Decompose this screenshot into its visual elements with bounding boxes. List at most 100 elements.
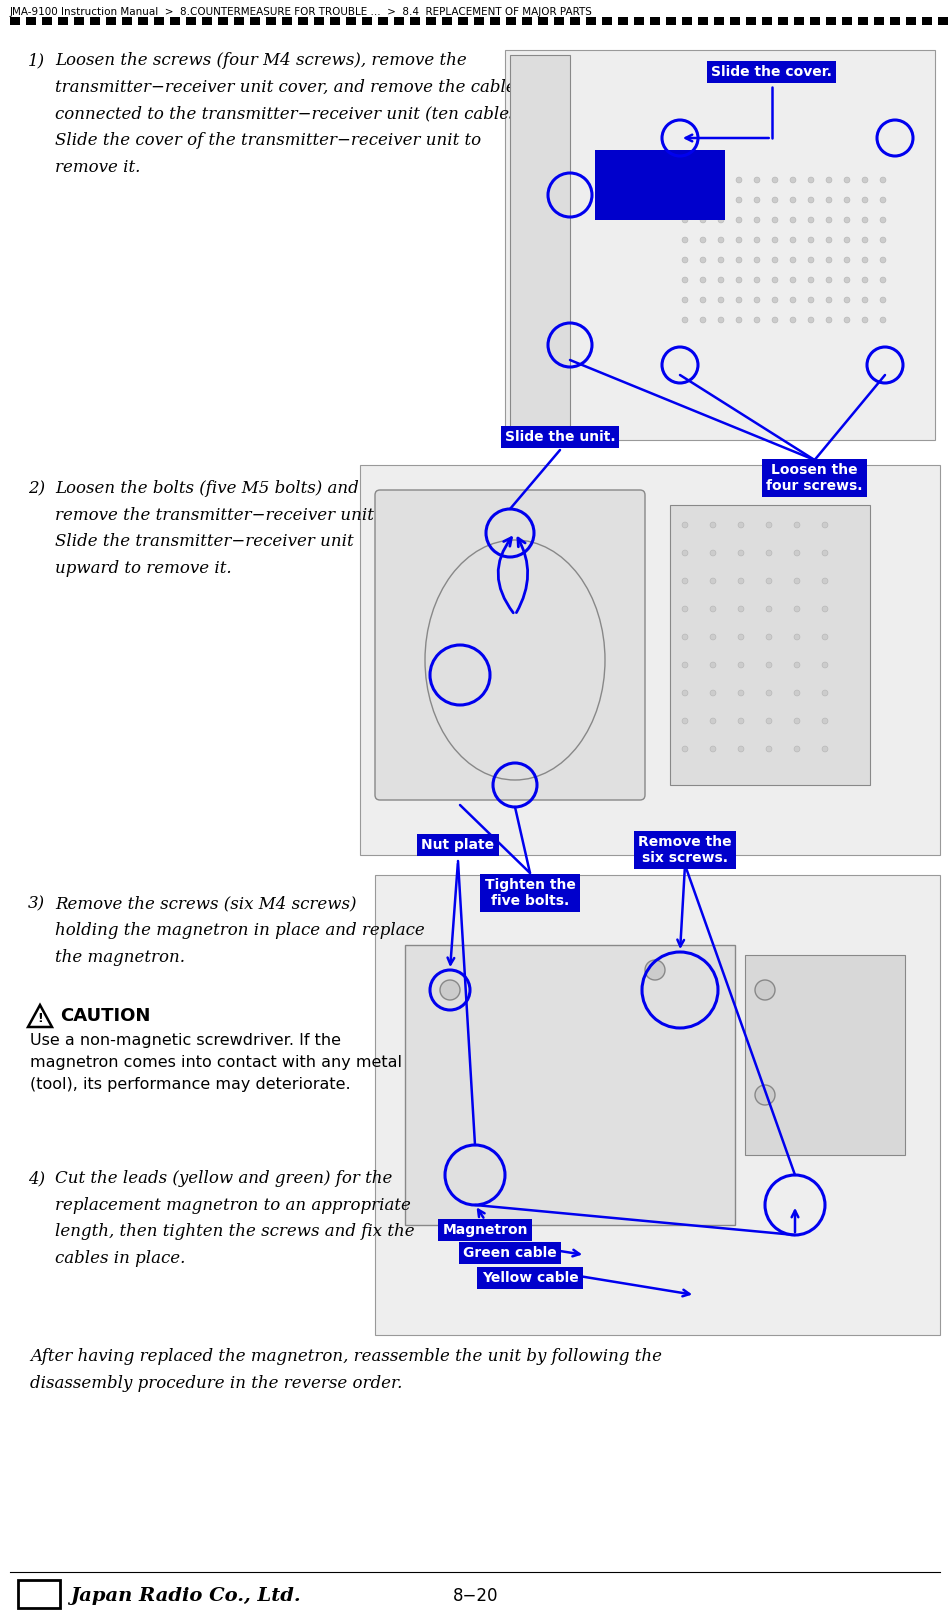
Circle shape [754,318,760,322]
Circle shape [718,198,724,202]
Circle shape [794,633,800,640]
Circle shape [700,258,706,262]
Circle shape [645,961,665,980]
Circle shape [794,663,800,667]
Text: After having replaced the magnetron, reassemble the unit by following the
disass: After having replaced the magnetron, rea… [30,1348,662,1392]
Circle shape [754,177,760,183]
Bar [510,55,570,436]
Bar [122,16,132,24]
Text: 3): 3) [28,894,45,912]
Bar [10,16,20,24]
Bar [282,16,292,24]
Circle shape [844,277,850,284]
Bar [762,16,772,24]
Circle shape [766,522,772,528]
Bar [745,956,905,1155]
Bar [346,16,356,24]
FancyBboxPatch shape [375,489,645,800]
Circle shape [862,217,868,224]
Circle shape [862,198,868,202]
Bar [778,16,788,24]
Circle shape [682,578,688,583]
Text: Nut plate: Nut plate [422,838,494,852]
Circle shape [736,277,742,284]
Circle shape [766,606,772,612]
Circle shape [772,198,778,202]
Circle shape [826,177,832,183]
Circle shape [682,718,688,724]
Circle shape [822,718,828,724]
Circle shape [772,177,778,183]
Circle shape [682,237,688,243]
Circle shape [822,606,828,612]
Bar [586,16,596,24]
Circle shape [766,633,772,640]
Circle shape [700,198,706,202]
Bar [154,16,164,24]
Circle shape [718,177,724,183]
Circle shape [790,237,796,243]
Bar [794,16,804,24]
Circle shape [772,296,778,303]
Circle shape [682,690,688,697]
Bar [314,16,324,24]
Bar [362,16,372,24]
Circle shape [880,277,886,284]
Bar [698,16,708,24]
Circle shape [826,198,832,202]
Circle shape [766,578,772,583]
Circle shape [738,663,744,667]
Circle shape [844,296,850,303]
Bar [538,16,548,24]
Circle shape [710,578,716,583]
Circle shape [682,633,688,640]
Circle shape [844,198,850,202]
Bar [666,16,676,24]
Circle shape [808,318,814,322]
Bar [554,16,564,24]
Circle shape [766,663,772,667]
Bar [298,16,308,24]
Text: Remove the
six screws.: Remove the six screws. [638,834,732,865]
Circle shape [440,980,460,1000]
Circle shape [822,690,828,697]
FancyBboxPatch shape [18,1580,60,1609]
Circle shape [808,198,814,202]
Circle shape [772,217,778,224]
Bar [682,16,692,24]
Circle shape [862,318,868,322]
Circle shape [710,718,716,724]
Bar [506,16,516,24]
Text: CAUTION: CAUTION [60,1008,150,1025]
Circle shape [766,551,772,556]
Bar [234,16,244,24]
Text: Loosen the screws (four M4 screws), remove the
transmitter−receiver unit cover, : Loosen the screws (four M4 screws), remo… [55,52,529,177]
Circle shape [790,217,796,224]
Circle shape [754,237,760,243]
Circle shape [738,718,744,724]
Circle shape [682,745,688,752]
Circle shape [862,277,868,284]
Circle shape [682,258,688,262]
Circle shape [844,318,850,322]
Bar [42,16,52,24]
Bar [906,16,916,24]
Circle shape [700,237,706,243]
Circle shape [736,296,742,303]
Circle shape [754,217,760,224]
Circle shape [822,633,828,640]
Bar [595,151,725,220]
Circle shape [808,277,814,284]
Circle shape [736,198,742,202]
Bar [330,16,340,24]
Circle shape [880,237,886,243]
Circle shape [718,258,724,262]
Text: 4): 4) [28,1170,45,1187]
Circle shape [794,745,800,752]
Circle shape [718,277,724,284]
Bar [426,16,436,24]
Text: Use a non-magnetic screwdriver. If the
magnetron comes into contact with any met: Use a non-magnetic screwdriver. If the m… [30,1034,402,1092]
Circle shape [738,745,744,752]
Bar [378,16,388,24]
Circle shape [682,277,688,284]
